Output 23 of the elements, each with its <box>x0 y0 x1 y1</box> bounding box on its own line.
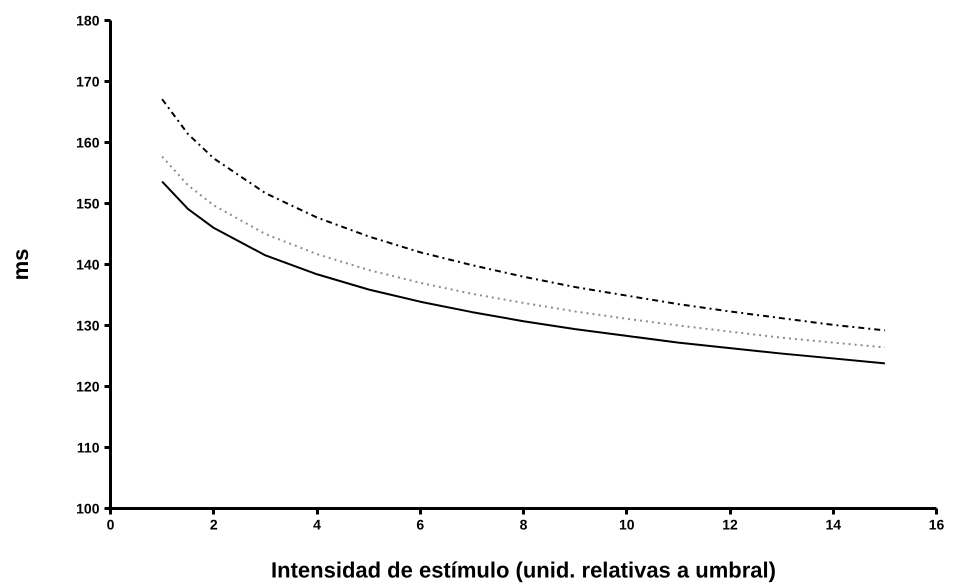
y-tick-label: 140 <box>76 256 100 272</box>
line-series <box>161 156 886 348</box>
x-tick-label: 0 <box>106 516 115 532</box>
x-tick-label: 14 <box>825 516 842 532</box>
x-tick-label: 8 <box>520 516 528 532</box>
x-tick-label: 12 <box>722 516 738 532</box>
y-tick-label: 120 <box>76 378 100 394</box>
x-tick-label: 6 <box>416 516 424 532</box>
y-tick-label: 130 <box>76 318 100 334</box>
y-tick-label: 170 <box>76 74 100 90</box>
y-axis-title: ms <box>8 248 34 280</box>
x-axis-title: Intensidad de estímulo (unid. relativas a umbral) <box>271 558 776 582</box>
line-series <box>161 180 886 364</box>
x-tick-label: 4 <box>313 516 322 532</box>
x-tick-label: 16 <box>928 516 944 532</box>
y-tick-label: 180 <box>76 12 100 28</box>
y-tick-label: 150 <box>76 196 100 212</box>
y-tick-label: 100 <box>76 500 100 516</box>
x-tick-label: 10 <box>618 516 635 532</box>
x-tick-label: 2 <box>210 516 218 532</box>
line-series <box>161 98 886 332</box>
y-tick-label: 160 <box>76 134 100 150</box>
y-tick-label: 110 <box>76 440 100 456</box>
